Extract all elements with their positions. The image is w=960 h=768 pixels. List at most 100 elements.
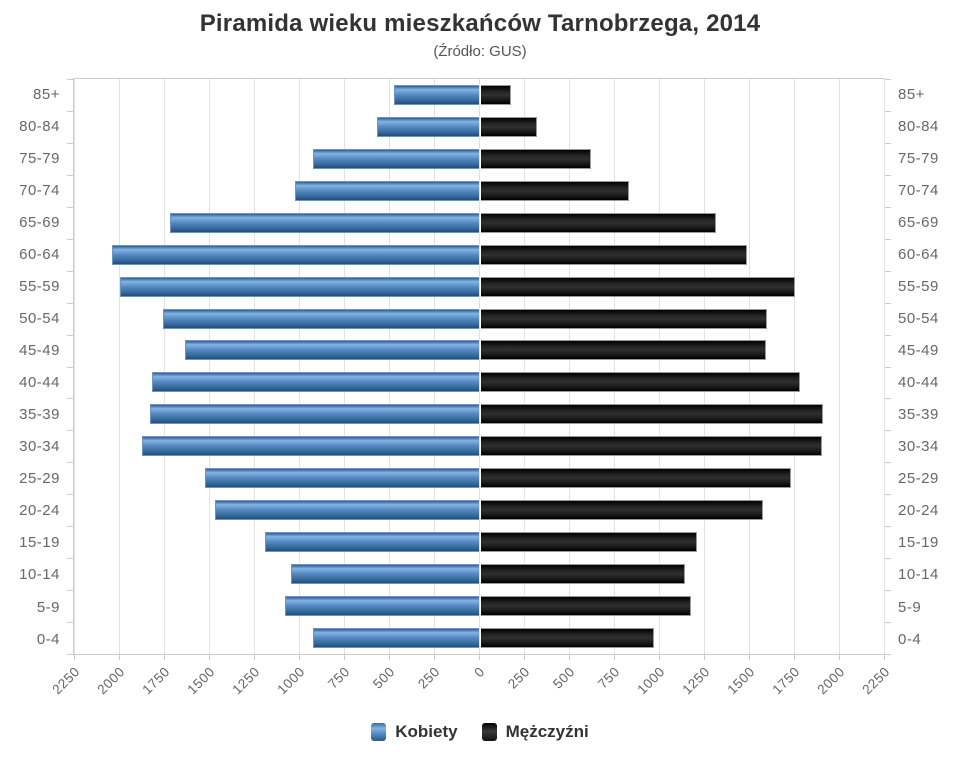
x-axis-label: 1000 xyxy=(274,664,308,698)
age-group-label: 15-19 xyxy=(19,534,60,552)
male-bar[interactable] xyxy=(481,180,629,201)
male-bar[interactable] xyxy=(481,564,686,585)
female-bar[interactable] xyxy=(152,372,479,393)
male-bar[interactable] xyxy=(481,276,796,297)
age-group-label: 45-49 xyxy=(19,342,60,360)
age-group-label: 0-4 xyxy=(898,630,922,648)
y-axis-tick xyxy=(885,494,891,496)
pyramid-row xyxy=(74,558,884,590)
age-group-label: 25-29 xyxy=(19,470,60,488)
age-group-label: 35-39 xyxy=(898,406,939,424)
male-bar[interactable] xyxy=(481,308,768,329)
male-bar[interactable] xyxy=(481,627,654,648)
male-half xyxy=(479,207,884,239)
female-bar[interactable] xyxy=(377,116,479,137)
legend-item-kobiety[interactable]: Kobiety xyxy=(371,722,458,742)
female-bar[interactable] xyxy=(264,532,479,553)
x-axis-label: 500 xyxy=(550,664,578,692)
pyramid-row xyxy=(74,590,884,622)
legend-item-mezczyzni[interactable]: Mężczyźni xyxy=(481,722,589,742)
female-bar[interactable] xyxy=(111,244,479,265)
pyramid-row xyxy=(74,303,884,335)
y-axis-tick xyxy=(67,302,73,304)
x-axis-label: 2000 xyxy=(94,664,128,698)
x-axis-label: 250 xyxy=(505,664,533,692)
y-axis-tick xyxy=(67,558,73,560)
age-group-label: 50-54 xyxy=(19,309,60,327)
female-half xyxy=(74,366,479,398)
pyramid-row xyxy=(74,622,884,654)
male-bar[interactable] xyxy=(481,372,800,393)
age-group-label: 60-64 xyxy=(19,245,60,263)
y-axis-tick xyxy=(67,590,73,592)
male-bar[interactable] xyxy=(481,244,748,265)
y-axis-tick xyxy=(885,654,891,655)
female-bar[interactable] xyxy=(149,404,479,425)
x-axis-tick xyxy=(254,655,255,660)
male-half xyxy=(479,526,884,558)
male-bar[interactable] xyxy=(481,595,691,616)
female-bar[interactable] xyxy=(163,308,479,329)
pyramid-row xyxy=(74,175,884,207)
male-bar[interactable] xyxy=(481,148,591,169)
female-bar[interactable] xyxy=(215,500,479,521)
x-axis-label: 250 xyxy=(415,664,443,692)
male-bar[interactable] xyxy=(481,468,791,489)
male-half xyxy=(479,175,884,207)
age-group-label: 55-59 xyxy=(898,277,939,295)
age-group-label: 85+ xyxy=(33,85,60,103)
age-group-label: 15-19 xyxy=(898,534,939,552)
female-bar[interactable] xyxy=(119,276,479,297)
gridline xyxy=(794,79,795,654)
female-bar[interactable] xyxy=(284,595,479,616)
plot-wrapper: 85+ 80-84 75-79 70-74 65-69 60-64 55-59 50-54 45… xyxy=(0,78,960,655)
gridline xyxy=(614,79,615,654)
male-bar[interactable] xyxy=(481,340,767,361)
female-bar[interactable] xyxy=(142,436,479,457)
y-axis-tick xyxy=(885,558,891,560)
y-axis-tick xyxy=(885,110,891,112)
gridline xyxy=(164,79,165,654)
female-bar[interactable] xyxy=(184,340,479,361)
y-axis-tick xyxy=(885,462,891,464)
y-axis-tick xyxy=(885,334,891,336)
female-bar[interactable] xyxy=(394,84,479,105)
y-axis-tick xyxy=(885,174,891,176)
age-group-label: 75-79 xyxy=(19,149,60,167)
age-group-label: 50-54 xyxy=(898,309,939,327)
male-bar[interactable] xyxy=(481,116,537,137)
male-bar[interactable] xyxy=(481,436,823,457)
female-bar[interactable] xyxy=(170,212,479,233)
x-axis-label: 750 xyxy=(595,664,623,692)
x-axis-tick xyxy=(839,655,840,660)
y-axis-tick xyxy=(67,494,73,496)
male-bar[interactable] xyxy=(481,404,823,425)
male-bar[interactable] xyxy=(481,532,697,553)
female-half xyxy=(74,590,479,622)
y-axis-tick xyxy=(67,526,73,528)
pyramid-row xyxy=(74,526,884,558)
female-half xyxy=(74,175,479,207)
age-group-label: 80-84 xyxy=(19,117,60,135)
female-half xyxy=(74,398,479,430)
male-bar[interactable] xyxy=(481,212,716,233)
gridline xyxy=(344,79,345,654)
age-group-label: 20-24 xyxy=(19,502,60,520)
y-axis-tick xyxy=(885,366,891,368)
age-group-label: 65-69 xyxy=(898,213,939,231)
female-bar[interactable] xyxy=(204,468,479,489)
male-bar[interactable] xyxy=(481,84,511,105)
y-axis-tick xyxy=(67,334,73,336)
female-bar[interactable] xyxy=(294,180,479,201)
female-bar[interactable] xyxy=(290,564,479,585)
pyramid-row xyxy=(74,79,884,111)
age-group-label: 10-14 xyxy=(898,566,939,584)
legend-label: Kobiety xyxy=(395,722,458,741)
age-group-label: 35-39 xyxy=(19,406,60,424)
female-bar[interactable] xyxy=(313,148,479,169)
plot-area xyxy=(67,78,891,655)
x-axis-label: 2000 xyxy=(814,664,848,698)
female-bar[interactable] xyxy=(313,627,479,648)
x-axis-label: 2250 xyxy=(859,664,893,698)
male-bar[interactable] xyxy=(481,500,763,521)
